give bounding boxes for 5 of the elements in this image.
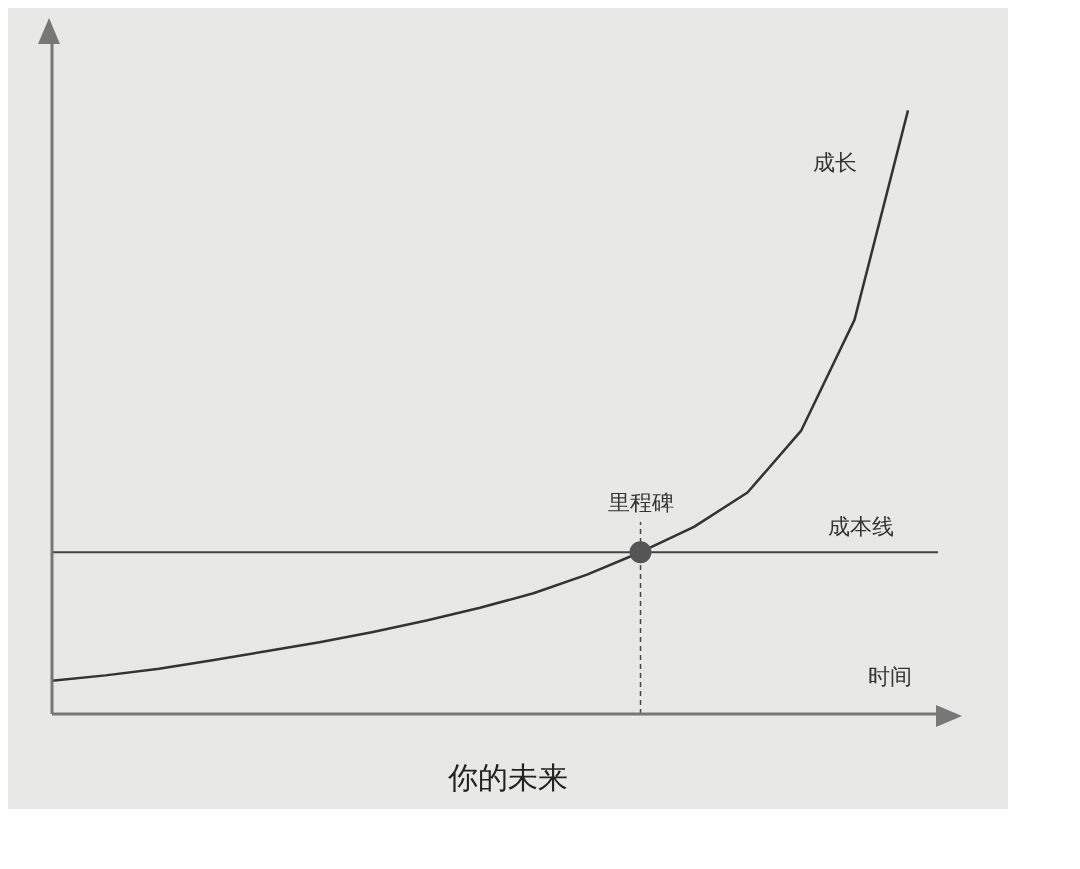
annotation: 里程碑 — [607, 490, 674, 516]
ref-line-label: 成本线 — [828, 514, 894, 540]
x-axis-title: 时间 — [868, 664, 912, 689]
series-label: 成长 — [813, 150, 857, 176]
text: 你的未来 — [447, 759, 569, 797]
